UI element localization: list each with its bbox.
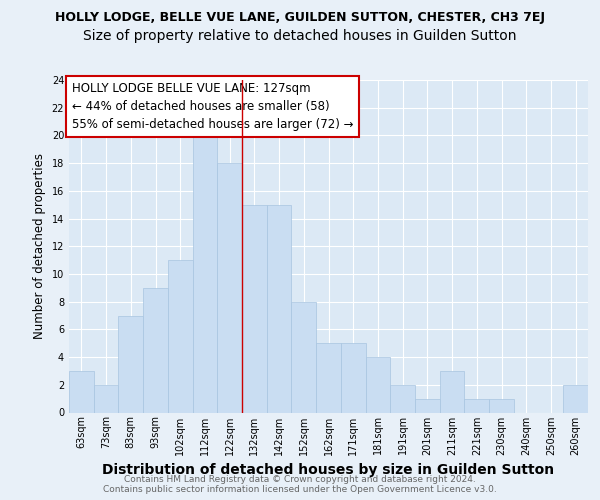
- Bar: [415, 398, 440, 412]
- Bar: [489, 398, 514, 412]
- Text: Contains HM Land Registry data © Crown copyright and database right 2024.
Contai: Contains HM Land Registry data © Crown c…: [103, 474, 497, 494]
- Bar: [267, 204, 292, 412]
- Bar: [118, 316, 143, 412]
- Bar: [365, 357, 390, 412]
- Bar: [242, 204, 267, 412]
- X-axis label: Distribution of detached houses by size in Guilden Sutton: Distribution of detached houses by size …: [103, 463, 554, 477]
- Bar: [193, 136, 217, 412]
- Bar: [440, 371, 464, 412]
- Bar: [143, 288, 168, 412]
- Bar: [390, 385, 415, 412]
- Text: HOLLY LODGE BELLE VUE LANE: 127sqm
← 44% of detached houses are smaller (58)
55%: HOLLY LODGE BELLE VUE LANE: 127sqm ← 44%…: [71, 82, 353, 130]
- Bar: [168, 260, 193, 412]
- Bar: [563, 385, 588, 412]
- Text: HOLLY LODGE, BELLE VUE LANE, GUILDEN SUTTON, CHESTER, CH3 7EJ: HOLLY LODGE, BELLE VUE LANE, GUILDEN SUT…: [55, 12, 545, 24]
- Bar: [292, 302, 316, 412]
- Bar: [94, 385, 118, 412]
- Bar: [316, 343, 341, 412]
- Bar: [464, 398, 489, 412]
- Y-axis label: Number of detached properties: Number of detached properties: [33, 153, 46, 339]
- Text: Size of property relative to detached houses in Guilden Sutton: Size of property relative to detached ho…: [83, 29, 517, 43]
- Bar: [341, 343, 365, 412]
- Bar: [69, 371, 94, 412]
- Bar: [217, 163, 242, 412]
